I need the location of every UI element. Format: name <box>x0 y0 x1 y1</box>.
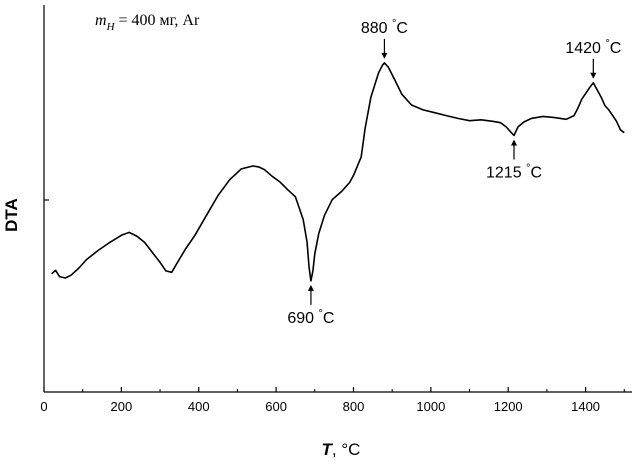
annotation-value: 1420 <box>565 40 605 57</box>
annotation-dip-690: 690 °C <box>287 284 334 327</box>
annotation-unit: C <box>610 40 622 57</box>
annotation-unit: C <box>530 165 542 182</box>
annotation-degree: ° <box>319 308 323 320</box>
x-ticks: 0 200 400 600 800 1000 1200 1400 <box>40 387 625 414</box>
annotation-dip-1215: 1215 °C <box>486 139 542 182</box>
x-tick-label: 200 <box>111 399 133 414</box>
sample-note-m: m <box>95 12 107 29</box>
annotation-value: 1215 <box>486 165 526 182</box>
annotation-arrow-head <box>381 52 388 59</box>
sample-note-sub: H <box>106 21 116 33</box>
annotation-unit: C <box>323 310 335 327</box>
annotation-arrow-head <box>590 72 597 79</box>
dta-curve <box>51 62 625 282</box>
annotation-peak-880: 880 °C <box>361 18 408 59</box>
sample-note-text: mH = 400 мг, Ar <box>95 12 200 33</box>
axes <box>43 5 632 393</box>
annotation-value: 690 <box>287 310 318 327</box>
annotation-unit: C <box>396 20 408 37</box>
x-tick-label: 1000 <box>416 399 445 414</box>
x-tick-label: 1400 <box>571 399 600 414</box>
annotation-label: 690 °C <box>287 308 334 327</box>
x-tick-label: 1200 <box>494 399 523 414</box>
x-tick-label: 400 <box>188 399 210 414</box>
annotation-degree: ° <box>526 163 530 175</box>
x-tick-label: 600 <box>265 399 287 414</box>
y-axis-label: DTA <box>2 198 21 232</box>
x-tick-label: 800 <box>343 399 365 414</box>
x-tick-label: 0 <box>40 399 47 414</box>
annotation-value: 880 <box>361 20 392 37</box>
annotation-label: 880 °C <box>361 18 408 37</box>
annotation-degree: ° <box>605 38 609 50</box>
x-axis-label-var: T <box>322 440 334 459</box>
annotation-degree: ° <box>392 18 396 30</box>
annotation-arrow-head <box>307 284 314 291</box>
sample-note-rest: = 400 мг, Ar <box>115 12 200 29</box>
annotation-arrow-head <box>511 139 518 146</box>
annotation-peak-1420: 1420 °C <box>565 38 621 79</box>
x-axis-label-unit: , °C <box>332 440 361 459</box>
annotation-label: 1215 °C <box>486 163 542 182</box>
sample-note: mH = 400 мг, Ar <box>95 12 200 33</box>
annotation-label: 1420 °C <box>565 38 621 57</box>
x-axis-label: T, °C <box>322 440 361 459</box>
